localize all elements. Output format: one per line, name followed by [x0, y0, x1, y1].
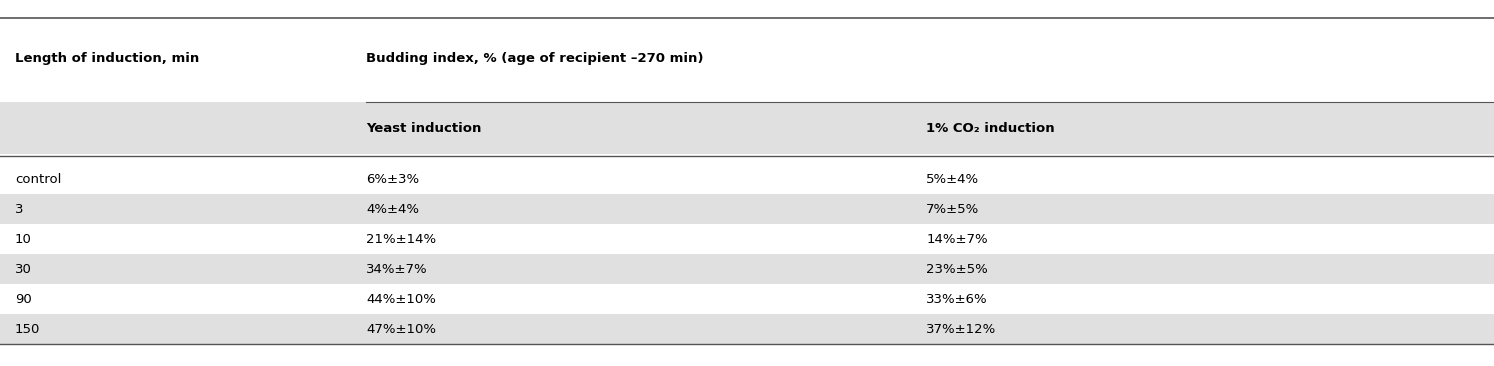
Text: 23%±5%: 23%±5% — [926, 263, 988, 276]
Text: 30: 30 — [15, 263, 31, 276]
FancyBboxPatch shape — [0, 314, 1494, 344]
Text: 1% CO₂ induction: 1% CO₂ induction — [926, 122, 1055, 135]
Text: Yeast induction: Yeast induction — [366, 122, 481, 135]
Text: 5%±4%: 5%±4% — [926, 173, 980, 186]
Text: 47%±10%: 47%±10% — [366, 323, 436, 336]
Text: Length of induction, min: Length of induction, min — [15, 52, 199, 65]
Text: 7%±5%: 7%±5% — [926, 203, 980, 216]
Text: 3: 3 — [15, 203, 24, 216]
FancyBboxPatch shape — [0, 102, 1494, 154]
Text: 150: 150 — [15, 323, 40, 336]
Text: 21%±14%: 21%±14% — [366, 233, 436, 246]
Text: 44%±10%: 44%±10% — [366, 293, 436, 306]
FancyBboxPatch shape — [0, 194, 1494, 224]
Text: 90: 90 — [15, 293, 31, 306]
FancyBboxPatch shape — [0, 254, 1494, 284]
Text: control: control — [15, 173, 61, 186]
Text: 4%±4%: 4%±4% — [366, 203, 418, 216]
Text: 6%±3%: 6%±3% — [366, 173, 420, 186]
Text: Budding index, % (age of recipient –270 min): Budding index, % (age of recipient –270 … — [366, 52, 704, 65]
Text: 34%±7%: 34%±7% — [366, 263, 427, 276]
Text: 10: 10 — [15, 233, 31, 246]
Text: 33%±6%: 33%±6% — [926, 293, 988, 306]
Text: 37%±12%: 37%±12% — [926, 323, 996, 336]
Text: 14%±7%: 14%±7% — [926, 233, 988, 246]
